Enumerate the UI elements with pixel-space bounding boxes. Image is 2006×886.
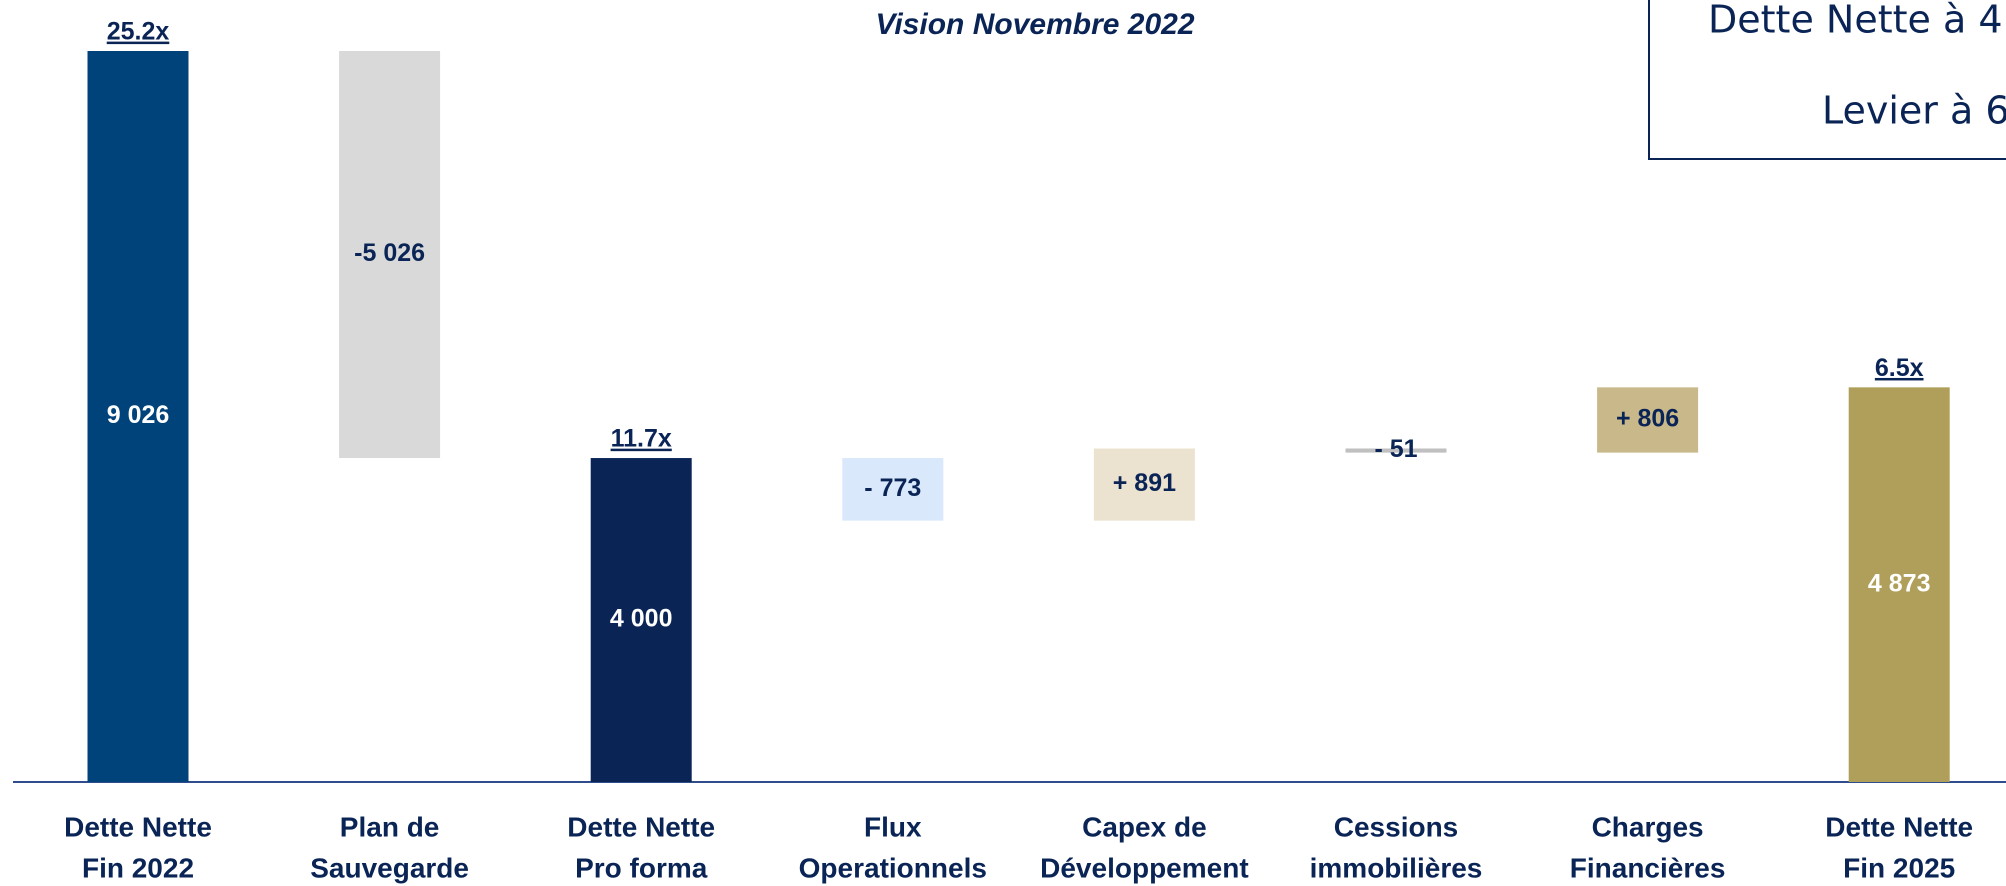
bar: [842, 458, 944, 521]
info-box: [1648, 0, 2006, 160]
box-line: Levier à 6: [1822, 89, 2006, 133]
bar: [1345, 448, 1447, 453]
x-tick-label: Dette Nette: [1825, 811, 1973, 842]
multiple-label: 11.7x: [611, 425, 672, 453]
bar: [339, 51, 441, 459]
x-tick-label: Flux: [864, 811, 922, 842]
chart-title: Vision Novembre 2022: [875, 8, 1194, 41]
x-tick-label: Capex de: [1082, 811, 1207, 842]
value-label: + 806: [1616, 405, 1679, 433]
bar: [87, 51, 189, 782]
value-label: + 891: [1113, 469, 1176, 497]
x-tick-label: Cessions: [1334, 811, 1459, 842]
x-tick-label: Plan de: [340, 811, 440, 842]
value-label: 4 000: [610, 605, 673, 633]
bar: [1848, 387, 1950, 782]
box-line: Dette Nette à 4: [1708, 0, 2003, 42]
value-label: -5 026: [354, 239, 425, 267]
x-tick-label: Financières: [1570, 852, 1726, 883]
x-tick-label: immobilières: [1310, 852, 1483, 883]
value-label: - 51: [1374, 435, 1417, 463]
multiple-label: 25.2x: [107, 18, 170, 46]
x-tick-label: Fin 2022: [82, 852, 194, 883]
x-tick-label: Développement: [1040, 852, 1249, 883]
value-label: - 773: [864, 474, 921, 502]
x-tick-label: Pro forma: [575, 852, 708, 883]
x-tick-label: Dette Nette: [64, 811, 212, 842]
bar: [590, 458, 692, 782]
value-label: 9 026: [107, 401, 170, 429]
x-tick-label: Charges: [1592, 811, 1704, 842]
x-tick-label: Sauvegarde: [310, 852, 469, 883]
bar: [1597, 387, 1699, 453]
value-label: 4 873: [1868, 569, 1931, 597]
bar: [1093, 448, 1195, 521]
multiple-label: 6.5x: [1875, 354, 1924, 382]
x-tick-label: Fin 2025: [1843, 852, 1955, 883]
x-tick-label: Operationnels: [799, 852, 987, 883]
x-tick-label: Dette Nette: [567, 811, 715, 842]
